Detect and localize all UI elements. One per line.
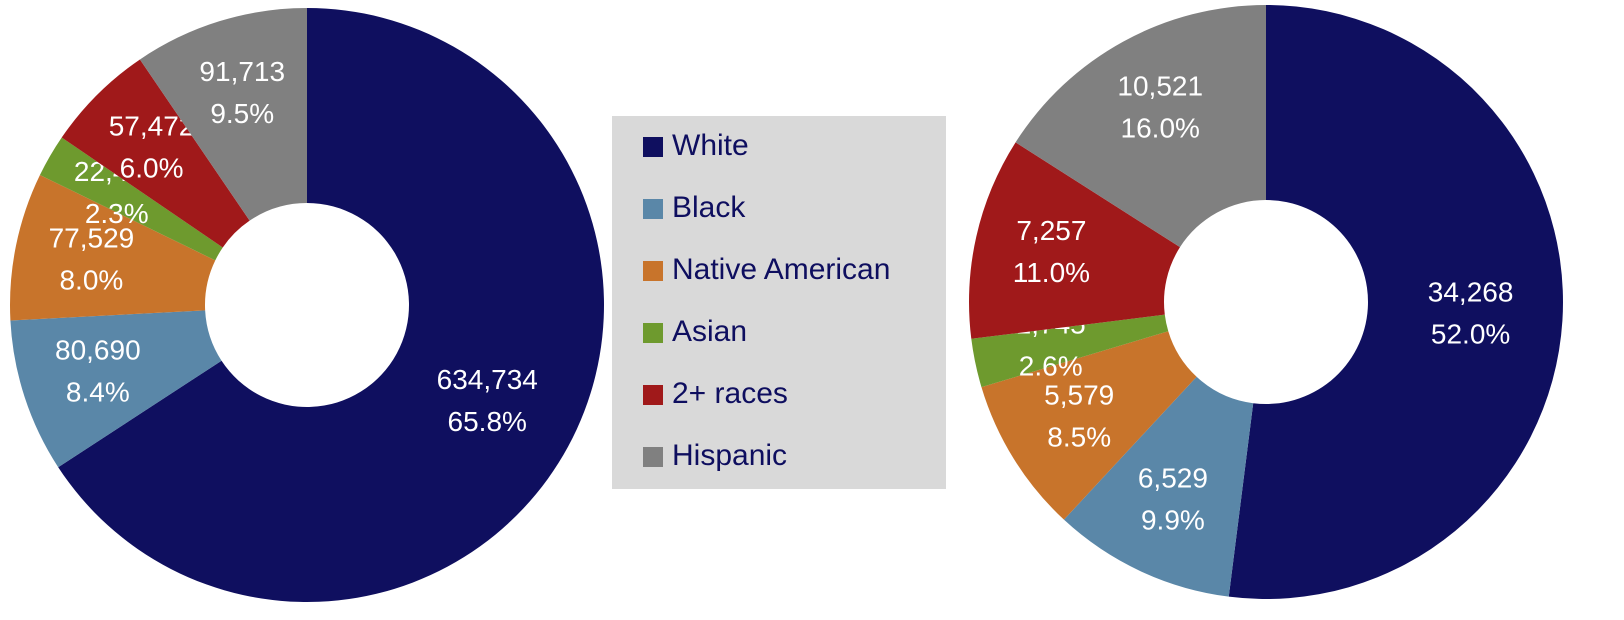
slice xyxy=(9,175,216,321)
slice-value-label: 77,529 xyxy=(49,223,135,254)
legend-swatch xyxy=(643,199,663,219)
slice xyxy=(1228,5,1563,599)
slice xyxy=(981,331,1197,520)
slice-percent-label: 8.5% xyxy=(1047,422,1111,453)
legend-label: White xyxy=(672,129,749,162)
legend-label: Asian xyxy=(672,315,747,348)
legend-box xyxy=(612,116,946,489)
slice-value-label: 91,713 xyxy=(199,56,285,87)
legend-swatch xyxy=(643,323,663,343)
legend-label: 2+ races xyxy=(672,377,788,410)
slice-percent-label: 65.8% xyxy=(448,406,527,437)
slice-percent-label: 9.5% xyxy=(210,98,274,129)
slice-percent-label: 9.9% xyxy=(1141,505,1205,536)
legend-label: Black xyxy=(672,191,746,224)
slice xyxy=(1015,5,1266,248)
slice-percent-label: 11.0% xyxy=(1013,257,1090,288)
slice xyxy=(139,8,307,221)
legend-label: Native American xyxy=(672,253,890,286)
slice-value-label: 6,529 xyxy=(1138,463,1208,494)
slice-value-label: 34,268 xyxy=(1428,276,1514,307)
slice-percent-label: 6.0% xyxy=(120,153,184,184)
slice-percent-label: 8.4% xyxy=(66,377,130,408)
legend-label: Hispanic xyxy=(672,439,787,472)
slice xyxy=(969,142,1180,339)
legend-swatch xyxy=(643,261,663,281)
slice-percent-label: 2.3% xyxy=(85,198,149,229)
slice xyxy=(61,59,250,248)
slice-value-label: 5,579 xyxy=(1044,380,1114,411)
slice xyxy=(58,8,605,602)
legend-swatch xyxy=(643,385,663,405)
slice-value-label: 7,257 xyxy=(1016,215,1086,246)
slice-percent-label: 52.0% xyxy=(1431,318,1510,349)
slice xyxy=(971,314,1169,388)
slice-percent-label: 2.6% xyxy=(1019,351,1083,382)
slice-percent-label: 16.0% xyxy=(1121,112,1200,143)
legend-swatch xyxy=(643,137,663,157)
legend-swatch xyxy=(643,447,663,467)
slice-value-label: 10,521 xyxy=(1117,70,1203,101)
slice-value-label: 634,734 xyxy=(437,364,538,395)
slice xyxy=(39,137,223,261)
slice-value-label: 80,690 xyxy=(55,335,141,366)
slice-percent-label: 8.0% xyxy=(59,265,123,296)
slice xyxy=(1063,376,1254,597)
slice xyxy=(10,310,222,468)
